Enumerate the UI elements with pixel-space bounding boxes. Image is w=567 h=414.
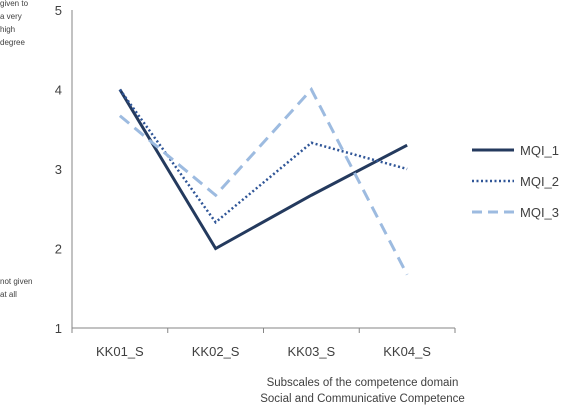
- y-note-top-line: a very: [0, 12, 22, 21]
- y-note-bottom-line: at all: [0, 290, 17, 299]
- y-note-top-line: degree: [0, 38, 25, 47]
- x-axis-title: Subscales of the competence domain Socia…: [250, 377, 475, 405]
- series-line-2: [118, 88, 408, 225]
- y-tick-label: 5: [55, 3, 62, 18]
- y-note-top-line: high: [0, 25, 16, 34]
- x-axis-title-line2: Social and Communicative Competence: [260, 393, 465, 405]
- legend-swatch-dashed: [472, 210, 514, 214]
- legend-swatch-dotted: [472, 179, 514, 183]
- series-lines: [118, 86, 409, 276]
- series-line-1: [118, 88, 408, 251]
- y-note-bottom-line: not given: [0, 277, 33, 286]
- y-tick-labels: 1 2 3 4 5: [55, 3, 62, 336]
- y-note-top-line: given to: [0, 0, 29, 8]
- axes: [71, 10, 456, 333]
- y-tick-label: 2: [55, 242, 62, 257]
- series-line-3: [118, 86, 409, 276]
- x-tick-label: KK01_S: [96, 344, 144, 359]
- y-note-top: given to a very high degree: [0, 0, 28, 49]
- legend-label: MQI_2: [520, 173, 560, 189]
- legend-item-mqi-2: MQI_2: [472, 171, 559, 191]
- x-axis-title-line1: Subscales of the competence domain: [266, 377, 459, 389]
- legend-label: MQI_1: [520, 142, 560, 158]
- y-note-bottom: not given at all: [0, 275, 32, 301]
- legend-item-mqi-1: MQI_1: [472, 140, 559, 160]
- legend-label: MQI_3: [520, 204, 560, 220]
- legend-item-mqi-3: MQI_3: [472, 202, 559, 222]
- x-tick-label: KK02_S: [192, 344, 240, 359]
- x-tick-label: KK04_S: [383, 344, 431, 359]
- y-tick-label: 4: [55, 83, 62, 98]
- x-tick-labels: KK01_S KK02_S KK03_S KK04_S: [96, 344, 431, 359]
- x-tick-label: KK03_S: [288, 344, 336, 359]
- y-tick-label: 1: [55, 321, 62, 336]
- legend-swatch-solid: [472, 148, 514, 152]
- y-tick-label: 3: [55, 162, 62, 177]
